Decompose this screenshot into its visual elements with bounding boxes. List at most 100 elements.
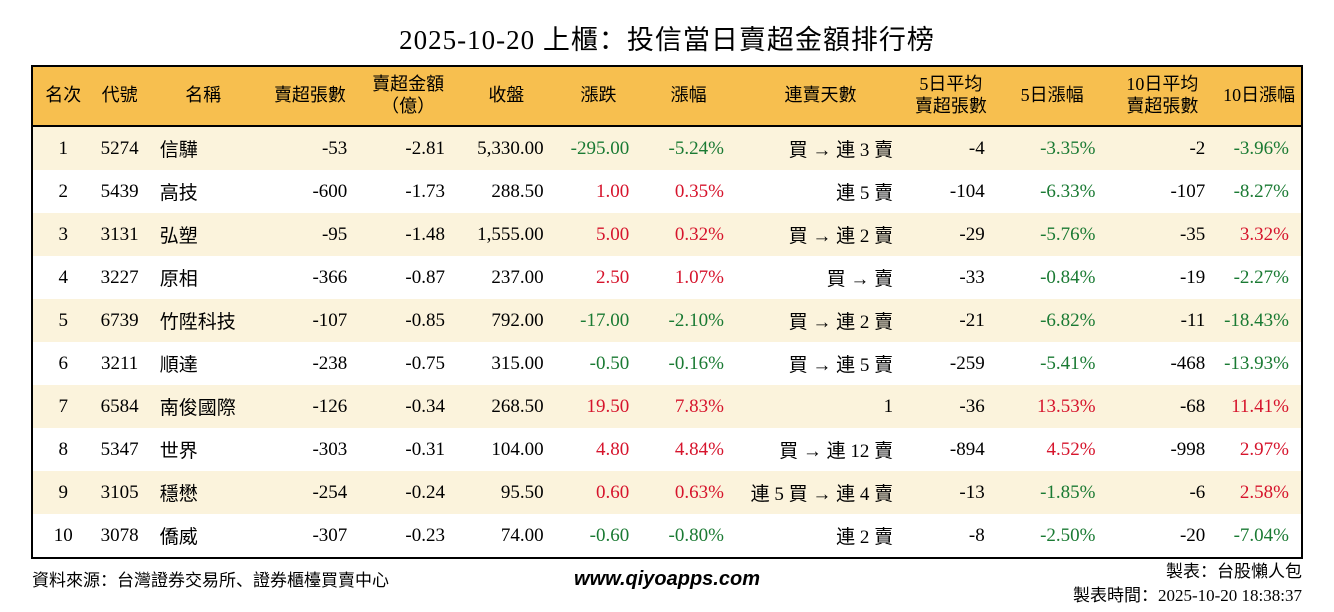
cell-change-pct-10d: 3.32% bbox=[1239, 223, 1289, 245]
cell-name: 弘塑 bbox=[159, 226, 198, 247]
net-sell-ranking-table: 名次 代號 名稱 賣超張數 賣超金額 （億） 收盤 漲跌 漲幅 連賣天數 5日平… bbox=[31, 65, 1303, 559]
cell-rank: 8 bbox=[58, 438, 68, 460]
cell-change-pct-5d: -6.82% bbox=[1040, 309, 1096, 331]
cell-rank: 6 bbox=[58, 352, 68, 374]
header-close: 收盤 bbox=[456, 66, 556, 127]
cell-change: 19.50 bbox=[586, 395, 630, 417]
cell-rank: 7 bbox=[58, 395, 68, 417]
cell-code: 5439 bbox=[100, 180, 139, 202]
cell-sell-volume: -53 bbox=[321, 137, 348, 159]
cell-change-pct-5d: -1.85% bbox=[1040, 481, 1096, 503]
cell-streak: 買 → 連 2 賣 bbox=[788, 226, 894, 247]
header-change: 漲跌 bbox=[555, 66, 642, 127]
cell-change: -0.60 bbox=[589, 524, 630, 546]
cell-code: 3105 bbox=[100, 481, 139, 503]
header-rank: 名次 bbox=[32, 66, 94, 127]
cell-streak: 連 2 賣 bbox=[836, 527, 894, 548]
cell-code: 3078 bbox=[100, 524, 139, 546]
cell-sell-volume: -95 bbox=[321, 223, 348, 245]
cell-change-pct-5d: -5.76% bbox=[1040, 223, 1096, 245]
cell-avg10-sell-volume: -11 bbox=[1180, 309, 1206, 331]
cell-sell-amount-100m: -1.73 bbox=[405, 180, 445, 202]
cell-change: 2.50 bbox=[596, 266, 630, 288]
cell-rank: 9 bbox=[58, 481, 68, 503]
table-row: 4 3227 原相 -366 -0.87 237.00 2.50 1.07% 買 → 賣 -33 -… bbox=[32, 256, 1302, 299]
cell-change: 5.00 bbox=[596, 223, 630, 245]
cell-avg10-sell-volume: -998 bbox=[1170, 438, 1206, 460]
cell-close: 1,555.00 bbox=[477, 223, 544, 245]
cell-sell-amount-100m: -0.87 bbox=[405, 266, 445, 288]
cell-sell-amount-100m: -0.23 bbox=[405, 524, 445, 546]
cell-streak: 連 5 買 → 連 4 賣 bbox=[750, 484, 894, 505]
cell-name: 世界 bbox=[159, 441, 198, 462]
made-at-label: 製表時間：2025-10-20 18:38:37 bbox=[1072, 586, 1302, 605]
cell-avg10-sell-volume: -468 bbox=[1170, 352, 1206, 374]
cell-change: 0.60 bbox=[596, 481, 630, 503]
cell-change-pct: 4.84% bbox=[674, 438, 724, 460]
cell-change-pct-5d: -6.33% bbox=[1040, 180, 1096, 202]
cell-streak: 買 → 賣 bbox=[826, 269, 894, 290]
data-source-note: 資料來源：台灣證券交易所、證券櫃檯買賣中心 bbox=[32, 571, 389, 590]
cell-rank: 4 bbox=[58, 266, 68, 288]
cell-rank: 5 bbox=[58, 309, 68, 331]
cell-sell-amount-100m: -0.85 bbox=[405, 309, 445, 331]
cell-avg5-sell-volume: -894 bbox=[949, 438, 985, 460]
maker-label: 製表：台股懶人包 bbox=[1166, 562, 1302, 581]
cell-sell-volume: -600 bbox=[312, 180, 348, 202]
cell-rank: 2 bbox=[58, 180, 68, 202]
cell-sell-amount-100m: -0.34 bbox=[405, 395, 445, 417]
cell-change-pct: -0.16% bbox=[668, 352, 724, 374]
cell-sell-volume: -303 bbox=[312, 438, 348, 460]
header-change-pct: 漲幅 bbox=[641, 66, 736, 127]
header-name: 名稱 bbox=[145, 66, 261, 127]
table-row: 8 5347 世界 -303 -0.31 104.00 4.80 4.84% 買 → 連 12 … bbox=[32, 428, 1302, 471]
cell-rank: 10 bbox=[53, 524, 73, 546]
cell-change-pct-10d: -7.04% bbox=[1233, 524, 1289, 546]
cell-change-pct-10d: 2.97% bbox=[1239, 438, 1289, 460]
cell-avg5-sell-volume: -29 bbox=[959, 223, 985, 245]
table-row: 1 5274 信驊 -53 -2.81 5,330.00 -295.00 -5.24% 買 → … bbox=[32, 126, 1302, 170]
cell-name: 僑威 bbox=[159, 527, 198, 548]
cell-avg5-sell-volume: -8 bbox=[968, 524, 985, 546]
table-row: 7 6584 南俊國際 -126 -0.34 268.50 19.50 7.83% 1 -36 13… bbox=[32, 385, 1302, 428]
table-row: 9 3105 穩懋 -254 -0.24 95.50 0.60 0.63% 連 5 買 → 連 … bbox=[32, 471, 1302, 514]
cell-streak: 買 → 連 5 賣 bbox=[788, 355, 894, 376]
cell-sell-volume: -254 bbox=[312, 481, 348, 503]
cell-sell-volume: -238 bbox=[312, 352, 348, 374]
cell-close: 95.50 bbox=[500, 481, 544, 503]
cell-avg5-sell-volume: -33 bbox=[959, 266, 985, 288]
header-10d-change-pct: 10日漲幅 bbox=[1217, 66, 1302, 127]
cell-change-pct-5d: -2.50% bbox=[1040, 524, 1096, 546]
cell-change-pct-10d: -8.27% bbox=[1233, 180, 1289, 202]
cell-change-pct-5d: -5.41% bbox=[1040, 352, 1096, 374]
cell-change-pct-10d: -2.27% bbox=[1233, 266, 1289, 288]
cell-name: 南俊國際 bbox=[159, 398, 236, 419]
cell-sell-volume: -307 bbox=[312, 524, 348, 546]
cell-avg5-sell-volume: -21 bbox=[959, 309, 985, 331]
cell-code: 5347 bbox=[100, 438, 139, 460]
cell-sell-amount-100m: -1.48 bbox=[405, 223, 445, 245]
page-title: 2025-10-20 上櫃：投信當日賣超金額排行榜 bbox=[399, 25, 935, 55]
cell-change-pct: 1.07% bbox=[674, 266, 724, 288]
cell-avg10-sell-volume: -20 bbox=[1179, 524, 1206, 546]
cell-change-pct: 0.32% bbox=[674, 223, 724, 245]
cell-streak: 連 5 賣 bbox=[836, 183, 894, 204]
cell-close: 74.00 bbox=[500, 524, 544, 546]
cell-change-pct-5d: -3.35% bbox=[1040, 137, 1096, 159]
cell-close: 268.50 bbox=[491, 395, 544, 417]
cell-name: 高技 bbox=[159, 183, 198, 204]
cell-rank: 3 bbox=[58, 223, 68, 245]
cell-avg5-sell-volume: -259 bbox=[949, 352, 985, 374]
header-code: 代號 bbox=[93, 66, 146, 127]
cell-change-pct-5d: 4.52% bbox=[1046, 438, 1096, 460]
cell-sell-amount-100m: -2.81 bbox=[405, 137, 445, 159]
cell-change-pct: 0.35% bbox=[674, 180, 724, 202]
cell-rank: 1 bbox=[58, 137, 68, 159]
table-row: 2 5439 高技 -600 -1.73 288.50 1.00 0.35% 連 5 賣 -104… bbox=[32, 170, 1302, 213]
cell-avg5-sell-volume: -13 bbox=[959, 481, 985, 503]
cell-sell-volume: -366 bbox=[312, 266, 348, 288]
cell-sell-volume: -107 bbox=[312, 309, 348, 331]
cell-streak: 買 → 連 2 賣 bbox=[788, 312, 894, 333]
cell-change-pct: -5.24% bbox=[668, 137, 724, 159]
cell-change-pct: 7.83% bbox=[674, 395, 724, 417]
